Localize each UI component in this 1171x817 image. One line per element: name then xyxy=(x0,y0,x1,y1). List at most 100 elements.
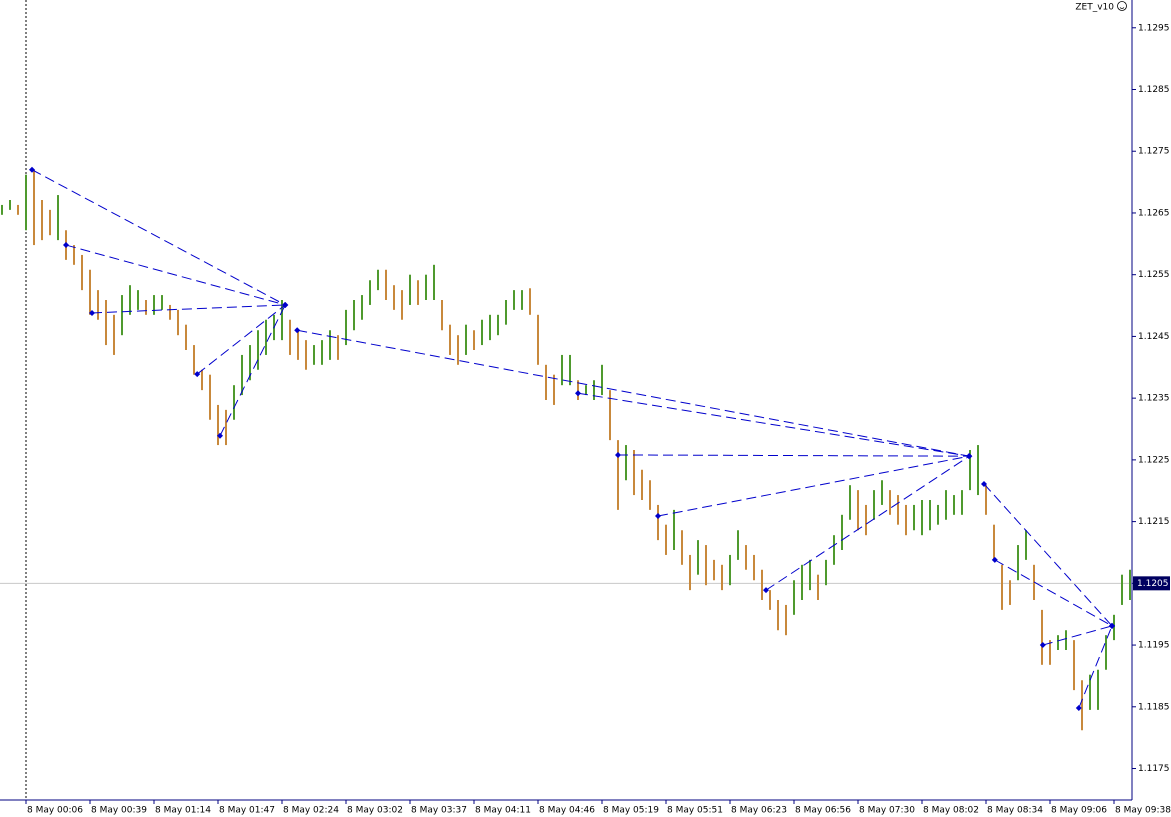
price-bar xyxy=(105,300,107,346)
pivot-marker xyxy=(991,556,998,563)
price-bar xyxy=(145,300,147,315)
price-bar xyxy=(257,330,259,370)
price-bar xyxy=(801,564,803,600)
price-bar xyxy=(361,295,363,320)
price-bar xyxy=(337,335,339,360)
price-bar xyxy=(449,324,451,355)
zigzag-line xyxy=(219,304,286,437)
price-bar xyxy=(417,280,419,305)
price-bar xyxy=(281,300,283,341)
y-tick-label: 1.1245 xyxy=(1138,332,1170,342)
x-tick-label: 8 May 05:51 xyxy=(667,806,723,816)
zigzag-line xyxy=(65,244,286,306)
price-bar xyxy=(601,364,603,396)
pivot-marker xyxy=(655,513,661,520)
pivot-marker xyxy=(194,371,201,378)
x-tick-label: 8 May 08:34 xyxy=(987,806,1043,816)
x-tick-label: 8 May 09:06 xyxy=(1051,806,1107,816)
x-tick-label: 8 May 06:56 xyxy=(795,806,851,816)
price-bar xyxy=(433,264,435,300)
price-bar xyxy=(113,314,115,355)
price-bar xyxy=(505,300,507,325)
price-bar xyxy=(137,290,139,310)
price-bar xyxy=(913,504,915,531)
zigzag-line xyxy=(577,392,970,457)
price-bar xyxy=(497,314,499,336)
price-bar xyxy=(289,319,291,355)
price-bar xyxy=(905,504,907,536)
price-bar xyxy=(489,314,491,341)
price-bar xyxy=(777,600,779,631)
price-bar xyxy=(857,490,859,531)
pivot-marker xyxy=(575,390,581,397)
price-bar xyxy=(209,374,211,420)
price-bar xyxy=(217,404,219,446)
price-bar xyxy=(665,524,667,555)
pivot-marker xyxy=(981,480,987,487)
zigzag-line xyxy=(617,454,970,457)
price-bar xyxy=(985,485,987,515)
price-bar xyxy=(569,354,571,386)
price-bar xyxy=(1025,530,1027,560)
price-bar xyxy=(729,554,731,586)
x-tick-label: 8 May 01:47 xyxy=(219,806,275,816)
price-bar xyxy=(841,514,843,550)
price-bar xyxy=(929,500,931,531)
zigzag-line xyxy=(297,329,970,457)
price-bar xyxy=(233,385,235,420)
price-bar xyxy=(937,504,939,525)
y-tick-label: 1.1285 xyxy=(1138,85,1170,95)
y-tick-label: 1.1225 xyxy=(1138,455,1170,465)
price-bar xyxy=(225,409,227,446)
pivot-marker xyxy=(1109,622,1115,629)
pivot-marker xyxy=(29,166,35,173)
price-bar xyxy=(185,324,187,350)
x-tick-label: 8 May 07:30 xyxy=(859,806,915,816)
price-bar xyxy=(153,295,155,315)
price-bar xyxy=(705,545,707,586)
pivot-marker xyxy=(615,451,621,458)
price-bar xyxy=(681,530,683,565)
price-bar xyxy=(1121,574,1123,605)
y-tick-label: 1.1265 xyxy=(1138,208,1170,218)
price-bar xyxy=(265,319,267,355)
price-bar xyxy=(809,559,811,591)
pivot-marker xyxy=(217,432,223,439)
y-tick-label: 1.1195 xyxy=(1138,641,1170,651)
plot-area xyxy=(0,166,1132,731)
price-bar xyxy=(545,364,547,400)
x-tick-label: 8 May 06:23 xyxy=(731,806,787,816)
pivot-marker xyxy=(282,301,289,308)
pivot-marker xyxy=(294,327,301,334)
zigzag-line xyxy=(1042,625,1113,646)
price-bar xyxy=(329,330,331,360)
price-bar xyxy=(201,369,203,391)
price-bar xyxy=(945,490,947,520)
price-bar xyxy=(321,340,323,365)
price-bar xyxy=(1089,674,1091,710)
price-bar xyxy=(953,495,955,515)
price-bar xyxy=(521,290,523,310)
price-bar xyxy=(393,285,395,310)
price-bar xyxy=(785,604,787,636)
price-bar xyxy=(1057,635,1059,650)
x-tick-label: 8 May 02:24 xyxy=(283,806,339,816)
price-bar xyxy=(241,354,243,396)
price-bar xyxy=(161,295,163,310)
price-bar xyxy=(121,295,123,336)
x-tick-label: 8 May 04:46 xyxy=(539,806,595,816)
price-bar xyxy=(673,509,675,550)
price-bar xyxy=(409,274,411,305)
price-bar xyxy=(425,274,427,300)
y-tick-label: 1.1175 xyxy=(1138,764,1170,774)
price-bar xyxy=(345,309,347,346)
price-bar xyxy=(537,314,539,365)
price-bar xyxy=(753,554,755,581)
price-bar xyxy=(369,280,371,305)
pivot-marker xyxy=(763,587,769,594)
x-tick-label: 8 May 03:02 xyxy=(347,806,403,816)
price-bar xyxy=(633,450,635,496)
price-bar xyxy=(609,390,611,441)
